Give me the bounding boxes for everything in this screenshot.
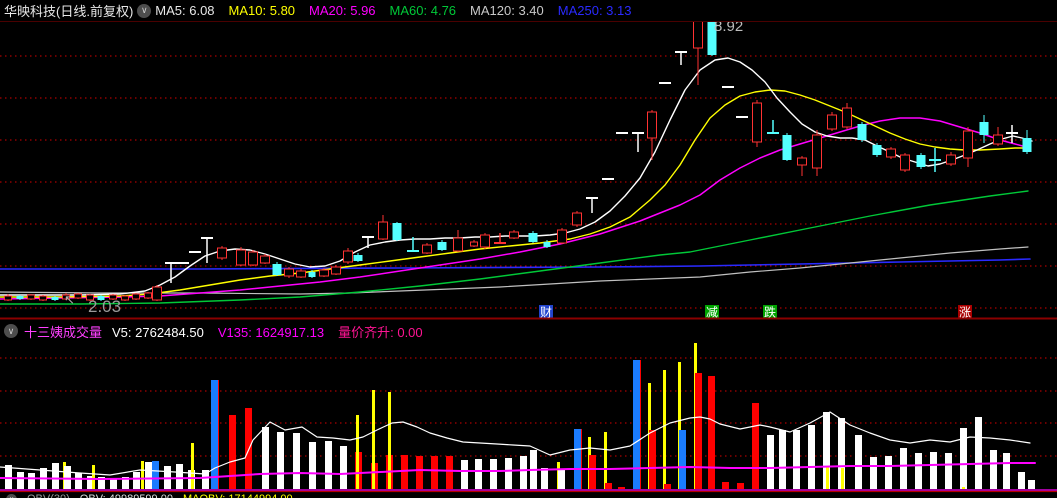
signal-tag-label: 财 — [540, 306, 552, 320]
indicator-value: MA60: 4.76 — [389, 3, 457, 18]
indicator-value: MA10: 5.80 — [228, 3, 296, 18]
stock-title: 华映科技(日线.前复权) — [4, 4, 134, 19]
maobv-value: MAOBV: 17144994.00 — [183, 493, 293, 498]
chevron-down-circle-icon[interactable]: ∨ — [6, 493, 17, 498]
indicator-value: MA5: 6.08 — [155, 3, 215, 18]
indicator-value: MA20: 5.96 — [309, 3, 376, 18]
main-chart-layers — [0, 55, 1057, 309]
chevron-down-circle-icon[interactable]: ∨ — [137, 3, 152, 18]
main-candlestick-chart[interactable]: 8.92 2.03 ↖ 财 减 跌 涨 — [0, 22, 1057, 320]
panel-separator — [0, 317, 1057, 320]
price-label: 2.03 — [88, 297, 121, 316]
obv-value: OBV: 49989599.00 — [80, 493, 173, 498]
signal-tag-label: 涨 — [959, 305, 971, 320]
signal-tags: 财减跌涨 — [539, 305, 972, 320]
main-chart-header: 华映科技(日线.前复权) ∨ MA5: 6.08 MA10: 5.80 MA20: … — [0, 0, 1057, 21]
signal-tag-label: 减 — [706, 306, 718, 320]
volume-chart[interactable] — [0, 340, 1057, 493]
signal-tag-label: 跌 — [764, 305, 776, 320]
indicator-value: V135: 1624917.13 — [217, 324, 325, 340]
volume-indicator-values: V5: 2762484.50 V135: 1624917.13 量价齐升: 0.00 — [112, 322, 437, 341]
indicator-value: MA250: 3.13 — [557, 3, 632, 18]
volume-panel-header: ∨ 十三姨成交量 V5: 2762484.50 V135: 1624917.13 量… — [0, 322, 1057, 340]
chevron-down-circle-icon[interactable]: ∨ — [4, 324, 18, 338]
volume-indicator-title: 十三姨成交量 — [24, 324, 103, 340]
indicator-value: MA120: 3.40 — [470, 3, 544, 18]
obv-name: OBV(30) — [27, 493, 70, 498]
candlesticks — [4, 22, 1032, 301]
board-markers — [165, 51, 1018, 283]
obv-panel-clipped: ∨ OBV(30) OBV: 49989599.00 MAOBV: 171449… — [0, 492, 1057, 498]
indicator-value: V5: 2762484.50 — [112, 324, 204, 340]
volume-bars — [5, 343, 1035, 489]
arrow-marker-icon: ↖ — [64, 292, 75, 307]
price-label: 8.92 — [714, 22, 743, 35]
ma-indicator-values: MA5: 6.08 MA10: 5.80 MA20: 5.96 MA60: 4.76 M… — [155, 3, 645, 18]
indicator-value: 量价齐升: 0.00 — [338, 324, 423, 340]
header-separator — [0, 21, 1057, 22]
